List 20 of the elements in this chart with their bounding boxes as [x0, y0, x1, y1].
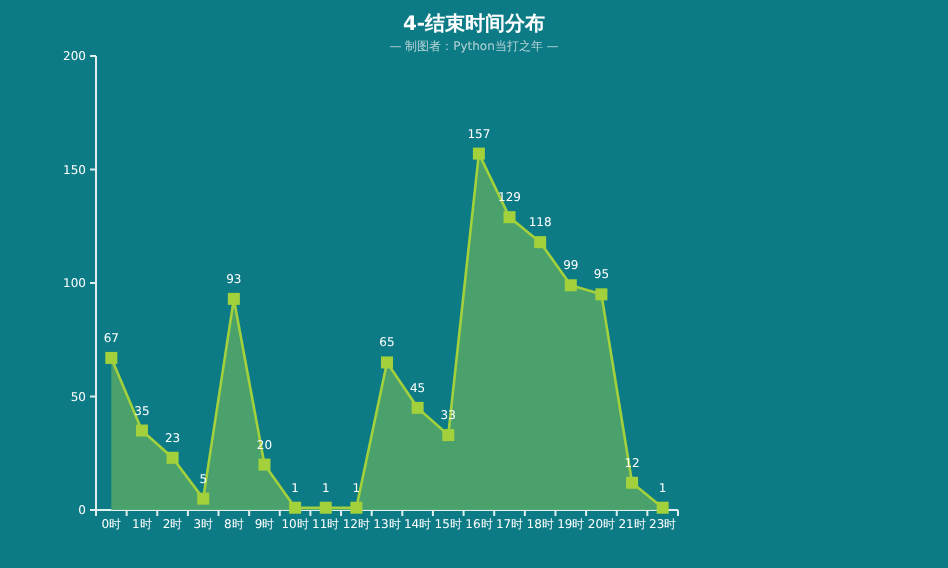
point — [626, 476, 639, 489]
point — [319, 501, 332, 514]
point — [503, 211, 516, 224]
point — [166, 451, 179, 464]
point — [411, 401, 424, 414]
point — [472, 147, 485, 160]
point — [258, 458, 271, 471]
point — [534, 236, 547, 249]
point — [595, 288, 608, 301]
point — [442, 429, 455, 442]
point — [197, 492, 210, 505]
point — [350, 501, 363, 514]
chart-title: 4-结束时间分布 — [402, 12, 546, 36]
point — [656, 501, 669, 514]
point — [105, 351, 118, 364]
point — [289, 501, 302, 514]
point — [381, 356, 393, 369]
point — [135, 424, 148, 437]
point — [564, 279, 577, 292]
point — [227, 292, 240, 305]
